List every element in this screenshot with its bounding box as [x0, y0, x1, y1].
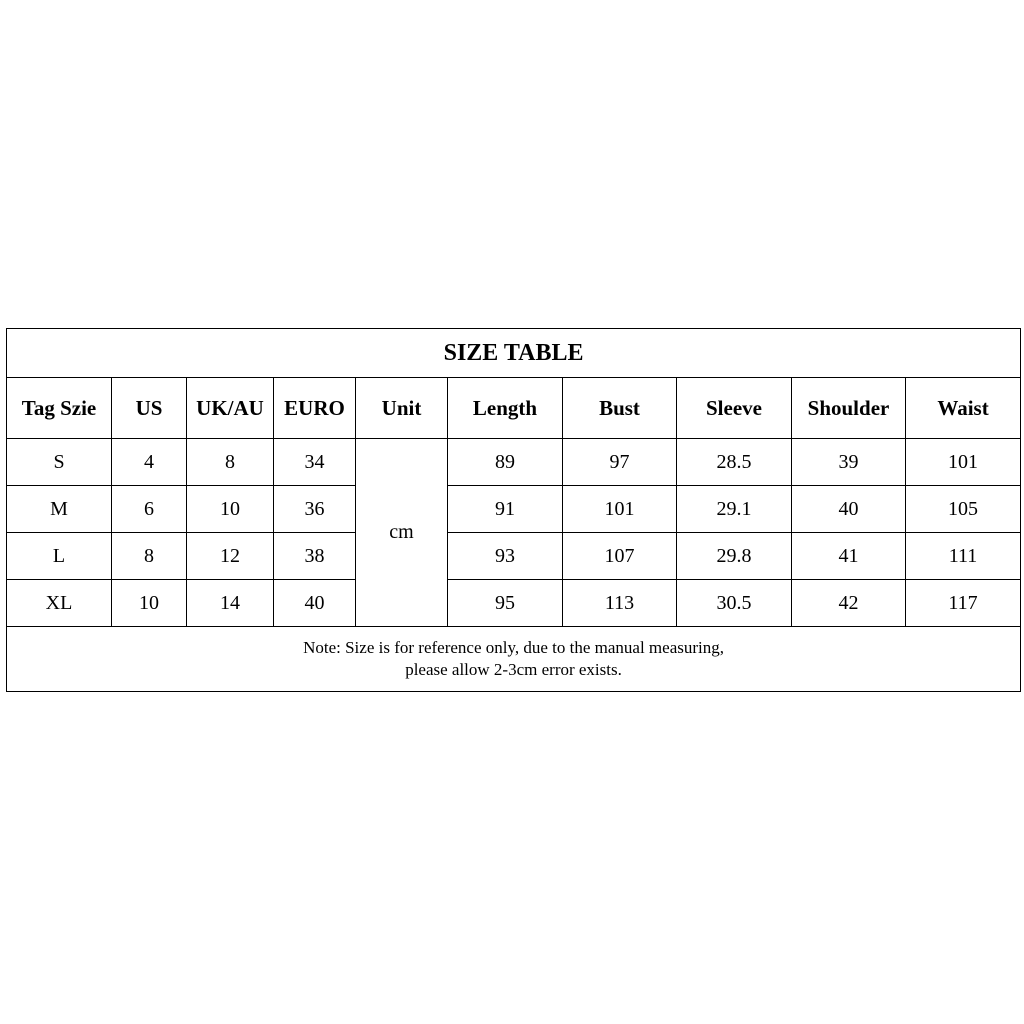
cell-unit: cm	[355, 438, 448, 627]
cell-shoulder: 40	[791, 485, 906, 533]
cell-us: 10	[111, 579, 187, 627]
cell-sleeve: 29.1	[676, 485, 792, 533]
header-tag-size: Tag Szie	[6, 377, 112, 439]
cell-sleeve: 29.8	[676, 532, 792, 580]
table-row: S 4 8 34 cm 89 97 28.5 39 101	[6, 438, 1022, 627]
cell-bust: 101	[562, 485, 677, 533]
cell-shoulder: 42	[791, 579, 906, 627]
header-row: Tag Szie US UK/AU EURO Unit Length Bust …	[6, 377, 1022, 439]
cell-euro: 36	[273, 485, 356, 533]
header-bust: Bust	[562, 377, 677, 439]
cell-euro: 34	[273, 438, 356, 486]
cell-shoulder: 39	[791, 438, 906, 486]
cell-waist: 105	[904, 485, 1022, 533]
cell-sleeve: 28.5	[676, 438, 792, 486]
note-line-1: Note: Size is for reference only, due to…	[303, 638, 724, 657]
table-row: M 6 10 36 91 101 29.1 40 105	[6, 485, 1022, 533]
header-sleeve: Sleeve	[676, 377, 792, 439]
cell-us: 8	[111, 532, 187, 580]
cell-length: 93	[447, 532, 563, 580]
header-length: Length	[447, 377, 563, 439]
cell-length: 91	[447, 485, 563, 533]
cell-tag: M	[6, 485, 112, 533]
table-row: L 8 12 38 93 107 29.8 41 111	[6, 532, 1022, 580]
cell-sleeve: 30.5	[676, 579, 792, 627]
table-title: SIZE TABLE	[5, 328, 1022, 378]
cell-waist: 117	[904, 579, 1022, 627]
size-table: SIZE TABLE Tag Szie US UK/AU EURO Unit L…	[5, 328, 1022, 692]
cell-bust: 107	[562, 532, 677, 580]
size-note: Note: Size is for reference only, due to…	[5, 626, 1022, 692]
cell-shoulder: 41	[791, 532, 906, 580]
cell-euro: 38	[273, 532, 356, 580]
cell-waist: 111	[904, 532, 1022, 580]
header-unit: Unit	[355, 377, 448, 439]
header-waist: Waist	[904, 377, 1022, 439]
cell-tag: XL	[6, 579, 112, 627]
header-us: US	[111, 377, 187, 439]
cell-uk-au: 10	[186, 485, 274, 533]
cell-us: 4	[111, 438, 187, 486]
header-uk-au: UK/AU	[186, 377, 274, 439]
cell-uk-au: 14	[186, 579, 274, 627]
note-line-2: please allow 2-3cm error exists.	[405, 660, 622, 679]
cell-tag: L	[6, 532, 112, 580]
cell-length: 89	[447, 438, 563, 486]
cell-waist: 101	[904, 438, 1022, 486]
table-row: XL 10 14 40 95 113 30.5 42 117	[6, 579, 1022, 627]
cell-us: 6	[111, 485, 187, 533]
header-shoulder: Shoulder	[791, 377, 906, 439]
header-euro: EURO	[273, 377, 356, 439]
cell-bust: 97	[562, 438, 677, 486]
cell-bust: 113	[562, 579, 677, 627]
cell-euro: 40	[273, 579, 356, 627]
cell-uk-au: 8	[186, 438, 274, 486]
cell-tag: S	[6, 438, 112, 486]
cell-uk-au: 12	[186, 532, 274, 580]
cell-length: 95	[447, 579, 563, 627]
